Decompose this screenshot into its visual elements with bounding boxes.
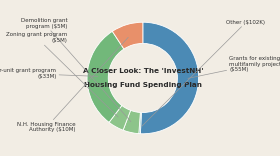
Text: Other ($102K): Other ($102K) [142, 20, 265, 126]
Text: Grants for existing
multifamily projects
($55M): Grants for existing multifamily projects… [188, 56, 280, 78]
Wedge shape [109, 105, 130, 130]
Wedge shape [140, 22, 199, 134]
Wedge shape [112, 22, 143, 49]
Text: Housing Fund Spending Plan: Housing Fund Spending Plan [84, 82, 202, 88]
Wedge shape [139, 112, 141, 134]
Text: Per-unit grant program
($33M): Per-unit grant program ($33M) [0, 68, 98, 79]
Wedge shape [123, 110, 140, 134]
Text: A Closer Look: The 'InvestNH': A Closer Look: The 'InvestNH' [83, 68, 203, 74]
Wedge shape [87, 31, 124, 122]
Text: Demolition grant
program ($5M): Demolition grant program ($5M) [21, 18, 131, 122]
Text: Zoning grant program
($5M): Zoning grant program ($5M) [6, 32, 118, 117]
Text: N.H. Housing Finance
Authority ($10M): N.H. Housing Finance Authority ($10M) [17, 37, 128, 132]
